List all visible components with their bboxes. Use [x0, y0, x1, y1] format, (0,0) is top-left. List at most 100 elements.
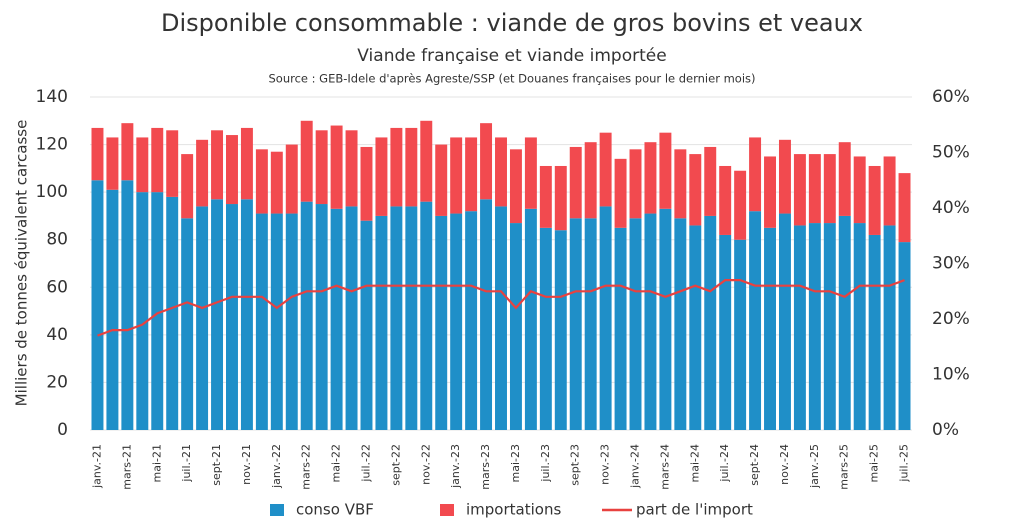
bar-segment — [659, 132, 672, 209]
bar-segment — [644, 142, 657, 214]
x-tick-label: nov.-22 — [419, 444, 432, 485]
bar-segment — [629, 218, 642, 430]
bar-segment — [509, 223, 522, 430]
bar-segment — [405, 206, 418, 430]
line — [97, 279, 905, 337]
x-tick-label: sept-21 — [210, 444, 223, 486]
bar-segment — [808, 223, 821, 430]
legend-label: importations — [466, 501, 561, 519]
bar-segment — [375, 137, 388, 216]
bar-segment — [704, 215, 717, 430]
bar-segment — [539, 165, 552, 228]
x-tick-label: sept-24 — [748, 444, 761, 486]
bar-segment — [793, 225, 806, 430]
bar-segment — [360, 146, 373, 221]
x-tick-label: juil.-21 — [180, 444, 193, 483]
x-tick-label: juil.-23 — [539, 444, 552, 483]
chart-title: Disponible consommable : viande de gros … — [161, 9, 863, 37]
x-tick-label: mars-24 — [658, 444, 671, 490]
bar-segment — [539, 227, 552, 430]
x-tick-label: mars-21 — [120, 444, 133, 490]
bar-segment — [883, 225, 896, 430]
bar-segment — [106, 189, 119, 430]
bar-segment — [330, 125, 343, 209]
bar-segment — [211, 199, 224, 430]
bar-segment — [420, 120, 433, 202]
x-tick-label: sept-23 — [569, 444, 582, 486]
bar-segment — [495, 206, 507, 430]
x-tick-label: janv.-23 — [449, 444, 462, 489]
bar-segment — [151, 127, 164, 193]
bar-segment — [435, 144, 448, 216]
x-tick-label: nov.-21 — [240, 444, 253, 485]
bar-segment — [181, 218, 194, 430]
bar-segment — [300, 201, 313, 430]
bar-segment — [689, 225, 702, 430]
bar-segment — [509, 149, 522, 224]
y2-tick-label: 20% — [932, 309, 970, 329]
bar-segment — [764, 227, 776, 430]
bar-segment — [375, 215, 388, 430]
x-tick-label: janv.-25 — [808, 444, 821, 489]
bar-segment — [614, 158, 627, 228]
bar-segment — [749, 137, 762, 212]
y2-tick-label: 10% — [932, 365, 970, 385]
bar-segment — [898, 242, 911, 430]
bar-segment — [136, 192, 149, 430]
legend-swatch — [270, 504, 284, 516]
bar-segment — [584, 142, 597, 219]
bar-segment — [853, 156, 866, 224]
bar-segment — [674, 218, 687, 430]
bar-segment — [734, 239, 747, 430]
bar-segment — [226, 204, 238, 430]
legend-label: part de l'import — [636, 501, 753, 519]
bar-segment — [121, 180, 134, 430]
bar-segment — [91, 127, 104, 181]
bar-segment — [704, 146, 717, 216]
x-tick-label: sept-22 — [389, 444, 402, 486]
bar-segment — [465, 211, 478, 430]
bar-segment — [405, 127, 418, 207]
bar-segment — [868, 165, 881, 235]
bar-segment — [255, 149, 268, 214]
bar-segment — [166, 196, 179, 430]
y-tick-label: 80 — [46, 230, 68, 250]
bar-segment — [450, 137, 463, 214]
x-tick-label: nov.-23 — [599, 444, 612, 485]
bar-segment — [285, 213, 298, 430]
x-tick-label: mai-24 — [688, 444, 701, 482]
bar-segment — [270, 213, 283, 430]
bar-segment — [240, 127, 253, 200]
legend-swatch — [440, 504, 454, 516]
bar-segment — [749, 211, 762, 430]
bar-segment — [793, 154, 806, 226]
source: Source : GEB-Idele d'après Agreste/SSP (… — [269, 72, 756, 86]
bar-segment — [420, 201, 433, 430]
y-tick-label: 120 — [36, 135, 68, 155]
bar-segment — [823, 223, 836, 430]
x-tick-label: nov.-24 — [778, 444, 791, 485]
bar-segment — [629, 149, 642, 219]
x-tick-label: mars-25 — [838, 444, 851, 490]
x-tick-label: juil.-22 — [359, 444, 372, 483]
y-tick-label: 100 — [36, 182, 68, 202]
bar-segment — [166, 130, 179, 197]
bar-segment — [181, 154, 194, 219]
bar-segment — [898, 173, 911, 243]
bar-segment — [823, 154, 836, 224]
bar-segment — [584, 218, 597, 430]
bar-segment — [196, 139, 209, 207]
bar-segment — [495, 137, 507, 207]
bar-segment — [450, 213, 463, 430]
x-tick-label: mai-25 — [868, 444, 881, 482]
bar-segment — [599, 206, 612, 430]
bar-segment — [554, 230, 567, 430]
bar-segment — [270, 151, 283, 214]
chart-subtitle: Viande française et viande importée — [357, 46, 666, 66]
y-tick-label: 40 — [46, 325, 68, 345]
x-tick-label: mai-21 — [150, 444, 163, 482]
x-tick-label: janv.-24 — [629, 444, 642, 489]
bar-segment — [883, 156, 896, 226]
bar-segment — [465, 137, 478, 212]
